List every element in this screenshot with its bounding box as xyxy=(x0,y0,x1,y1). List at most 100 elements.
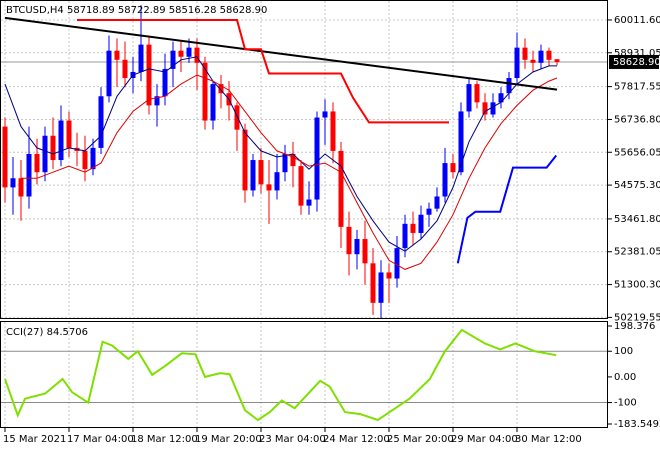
candle-body xyxy=(322,111,328,118)
candle-body xyxy=(186,47,192,57)
candle-body xyxy=(378,272,384,303)
indicator-line xyxy=(21,74,558,270)
candle-body xyxy=(162,68,168,97)
candle-body xyxy=(394,248,400,279)
y-tick-label: -183.5492 xyxy=(614,419,660,430)
y-tick-label: 50219.55 xyxy=(614,312,660,323)
marks xyxy=(2,5,560,422)
candle-body xyxy=(370,263,376,303)
candle-body xyxy=(514,47,520,79)
candle-body xyxy=(330,111,336,151)
candle-body xyxy=(282,153,288,173)
candle-body xyxy=(210,84,216,121)
candle-body xyxy=(170,50,176,69)
candle-body xyxy=(138,44,144,72)
grid xyxy=(1,1,608,427)
candle-body xyxy=(434,196,440,209)
x-tick-label: 23 Mar 04:00 xyxy=(259,434,326,445)
candle-body xyxy=(306,199,312,206)
chart-title: BTCUSD,H4 58718.89 58722.89 58516.28 586… xyxy=(6,5,267,16)
candle-body xyxy=(450,163,456,173)
y-tick-label: 54575.30 xyxy=(614,180,660,191)
y-tick-label: 60011.60 xyxy=(614,15,660,26)
candle-body xyxy=(474,84,480,103)
candle-body xyxy=(98,96,104,148)
candle-body xyxy=(506,78,512,94)
candle-body xyxy=(522,47,528,60)
candle-body xyxy=(298,166,304,206)
candle-body xyxy=(90,147,96,170)
candle-body xyxy=(114,50,120,60)
last-price-label: 58628.90 xyxy=(613,57,660,68)
candle-body xyxy=(26,153,32,197)
candle-body xyxy=(290,153,296,167)
candle-body xyxy=(66,120,72,148)
x-tick-label: 29 Mar 04:00 xyxy=(451,434,518,445)
candle-body xyxy=(314,117,320,200)
candle-body xyxy=(338,150,344,227)
y-tick-label: 0.00 xyxy=(614,372,636,383)
candle-body xyxy=(482,102,488,115)
candle-body xyxy=(10,178,16,188)
x-tick-label: 30 Mar 12:00 xyxy=(515,434,582,445)
candle-body xyxy=(154,96,160,106)
candle-body xyxy=(418,214,424,233)
candle-body xyxy=(178,50,184,57)
x-tick-label: 19 Mar 20:00 xyxy=(195,434,262,445)
y-tick-label: 51300.30 xyxy=(614,280,660,291)
candle-body xyxy=(194,47,200,63)
candle-body xyxy=(266,184,272,191)
candle-body xyxy=(426,208,432,215)
candle-body xyxy=(386,272,392,279)
candle-body xyxy=(466,84,472,112)
candle-body xyxy=(402,223,408,249)
indicator-line xyxy=(4,56,557,252)
x-tick-label: 18 Mar 12:00 xyxy=(131,434,198,445)
candle-body xyxy=(218,84,224,94)
candle-body xyxy=(546,50,552,60)
candle-body xyxy=(346,226,352,255)
candle-body xyxy=(442,163,448,197)
candle-body xyxy=(498,93,504,103)
y-tick-label: 58931.05 xyxy=(614,48,660,59)
candle-body xyxy=(58,120,64,161)
y-tick-label: 57817.55 xyxy=(614,82,660,93)
candle-body xyxy=(538,50,544,63)
candle-body xyxy=(82,150,88,170)
x-tick-label: 24 Mar 12:00 xyxy=(323,434,390,445)
x-tick-label: 15 Mar 2021 xyxy=(3,434,66,445)
y-tick-label: 100 xyxy=(614,346,633,357)
candle-body xyxy=(34,153,40,173)
y-tick-label: 55656.05 xyxy=(614,147,660,158)
x-tick-label: 17 Mar 04:00 xyxy=(67,434,134,445)
candle-body xyxy=(42,135,48,173)
indicator-title: CCI(27) 84.5706 xyxy=(6,327,88,338)
candle-body xyxy=(234,105,240,130)
y-tick-label: -100 xyxy=(614,398,637,409)
candle-body xyxy=(146,44,152,106)
candle-body xyxy=(2,126,8,188)
y-tick-label: 56736.80 xyxy=(614,114,660,125)
indicator-line xyxy=(77,19,449,124)
candle-body xyxy=(250,160,256,191)
cci-line xyxy=(4,328,557,422)
candle-body xyxy=(354,239,360,255)
candle-body xyxy=(50,135,56,161)
candle-body xyxy=(490,102,496,115)
indicator-line xyxy=(456,154,557,264)
candle-body xyxy=(258,160,264,185)
indicator-line xyxy=(4,16,558,91)
y-tick-label: 53461.80 xyxy=(614,214,660,225)
y-tick-label: 198.376 xyxy=(614,321,655,332)
candle-body xyxy=(122,59,128,79)
candle-body xyxy=(458,111,464,173)
x-tick-label: 25 Mar 20:00 xyxy=(387,434,454,445)
candle-body xyxy=(410,223,416,233)
candle-body xyxy=(554,59,560,62)
candle-body xyxy=(242,129,248,191)
cci-frame xyxy=(0,321,608,428)
y-tick-label: 52381.05 xyxy=(614,247,660,258)
candle-body xyxy=(362,239,368,264)
